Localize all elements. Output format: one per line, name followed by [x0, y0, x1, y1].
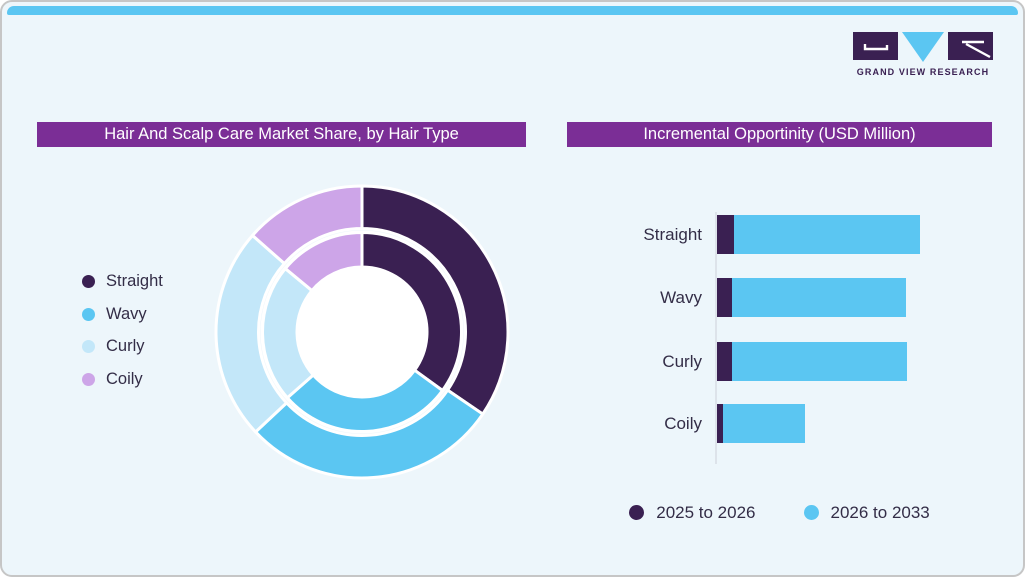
donut-title-bar: Hair And Scalp Care Market Share, by Hai… [37, 122, 526, 147]
bar-category-label: Straight [643, 224, 702, 244]
legend-item-2026-2033: 2026 to 2033 [803, 502, 930, 523]
legend-label-2025-2026: 2025 to 2026 [656, 502, 756, 522]
legend-dot-curly [82, 340, 95, 353]
donut-legend: Straight Wavy Curly Coily [82, 271, 163, 390]
bar-track [717, 215, 987, 254]
legend-dot-2025-2026 [629, 505, 645, 520]
legend-item-wavy: Wavy [82, 304, 163, 325]
donut-segment-outer-ring-straight [360, 184, 510, 416]
bar-chart-axis [715, 212, 717, 464]
legend-dot-coily [82, 372, 95, 386]
bar-row-straight: Straight [567, 215, 992, 254]
bar-track [717, 278, 987, 317]
legend-dot-wavy [82, 307, 95, 321]
legend-item-coily: Coily [82, 369, 163, 390]
bar-category-label: Coily [664, 413, 702, 433]
bar-segment-2026-2033 [732, 342, 907, 381]
bar-row-wavy: Wavy [567, 278, 992, 317]
logo-v-icon [902, 32, 944, 62]
legend-item-curly: Curly [82, 336, 163, 357]
logo-g-icon [853, 32, 898, 60]
bar-segment-2025-2026 [717, 215, 735, 254]
legend-item-straight: Straight [82, 271, 163, 292]
bar-segment-2025-2026 [717, 404, 724, 443]
bar-title-bar: Incremental Opportinity (USD Million) [567, 122, 992, 147]
bar-segment-2026-2033 [732, 278, 906, 317]
legend-dot-2026-2033 [803, 505, 819, 520]
legend-label-curly: Curly [106, 337, 145, 355]
bar-chart-legend: 2025 to 2026 2026 to 2033 [567, 502, 992, 523]
donut-title: Hair And Scalp Care Market Share, by Hai… [104, 125, 459, 143]
bar-track [717, 342, 987, 381]
logo-r-icon [948, 32, 993, 60]
bar-segment-2026-2033 [734, 215, 920, 254]
donut-segment-outer-ring-coily [250, 184, 364, 266]
legend-label-2026-2033: 2026 to 2033 [830, 502, 930, 522]
bar-title: Incremental Opportinity (USD Million) [643, 125, 916, 143]
top-accent-bar [7, 6, 1018, 15]
bar-segment-2025-2026 [717, 342, 733, 381]
donut-segment-inner-ring-straight [360, 231, 463, 392]
bar-track [717, 404, 987, 443]
brand-name: GRAND VIEW RESEARCH [856, 67, 990, 77]
legend-item-2025-2026: 2025 to 2026 [629, 502, 756, 523]
legend-dot-straight [82, 275, 95, 288]
logo-blocks [852, 32, 994, 62]
legend-label-wavy: Wavy [106, 304, 147, 323]
bar-chart: Straight Wavy Curly Coily [567, 202, 992, 464]
legend-label-straight: Straight [106, 272, 163, 290]
bar-row-coily: Coily [567, 404, 992, 443]
bar-segment-2026-2033 [723, 404, 806, 443]
bar-category-label: Curly [662, 351, 702, 371]
bar-segment-2025-2026 [717, 278, 733, 317]
donut-chart [214, 184, 510, 480]
brand-logo: GRAND VIEW RESEARCH [852, 32, 994, 77]
donut-segment-inner-ring-coily [283, 231, 364, 293]
bar-row-curly: Curly [567, 342, 992, 381]
legend-label-coily: Coily [106, 369, 143, 388]
bar-category-label: Wavy [660, 287, 702, 307]
